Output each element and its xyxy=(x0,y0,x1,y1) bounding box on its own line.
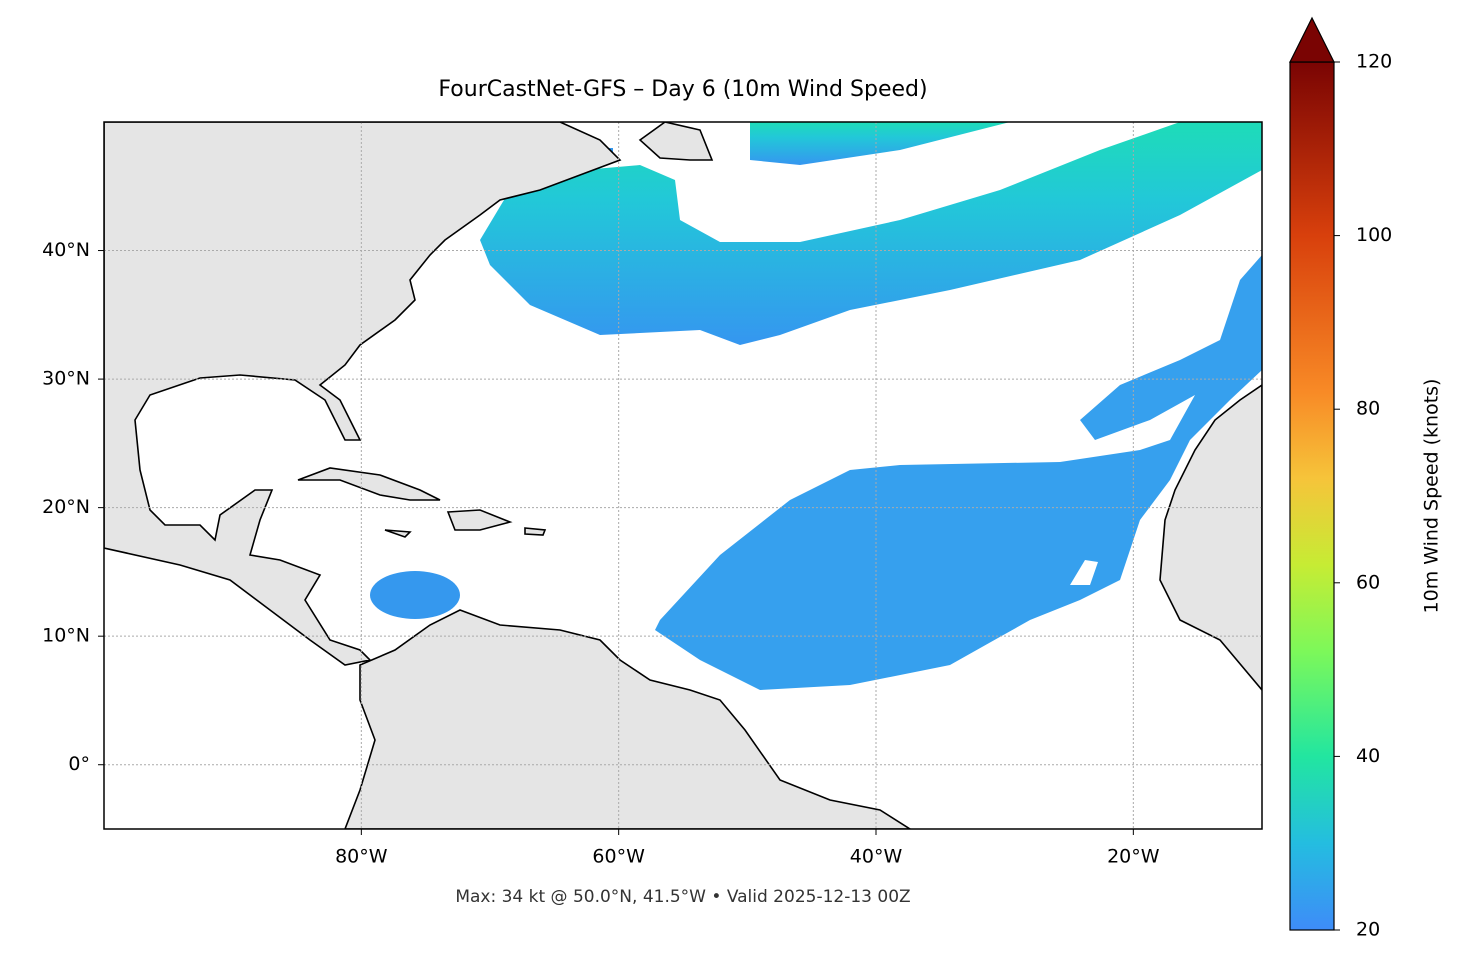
newfoundland xyxy=(638,122,714,161)
wind-field xyxy=(370,122,1262,690)
calm-pocket xyxy=(1070,560,1098,585)
y-tick-label: 40°N xyxy=(42,239,90,261)
x-tick-label: 20°W xyxy=(1107,846,1160,868)
x-tick-label: 80°W xyxy=(335,846,388,868)
africa xyxy=(1159,384,1262,692)
colorbar-label: 10m Wind Speed (knots) xyxy=(1421,379,1443,614)
axes-frame xyxy=(103,121,1263,830)
hispaniola xyxy=(446,509,513,531)
colorbar-tick-label: 60 xyxy=(1356,571,1380,593)
puerto-rico xyxy=(524,527,547,536)
graticule xyxy=(104,122,1262,829)
wind-region xyxy=(655,255,1262,690)
colorbar-tick-label: 120 xyxy=(1356,51,1392,73)
colorbar: 10m Wind Speed (knots) 20 40 60 80 100 120 xyxy=(1289,16,1443,941)
cuba xyxy=(297,467,441,501)
x-tick-label: 40°W xyxy=(850,846,903,868)
colorbar-tick-label: 80 xyxy=(1356,398,1380,420)
y-tick-label: 10°N xyxy=(42,625,90,647)
chart-title: FourCastNet-GFS – Day 6 (10m Wind Speed) xyxy=(438,77,927,102)
map-area xyxy=(103,121,1263,830)
south-america xyxy=(344,609,912,829)
wind-region xyxy=(370,571,460,619)
colorbar-tick-label: 20 xyxy=(1356,919,1380,941)
y-tick-label: 20°N xyxy=(42,496,90,518)
colorbar-extend xyxy=(1289,16,1335,63)
wind-region xyxy=(750,122,1010,165)
x-tick-label: 60°W xyxy=(592,846,645,868)
y-tick-label: 30°N xyxy=(42,368,90,390)
annotation: Max: 34 kt @ 50.0°N, 41.5°W • Valid 2025… xyxy=(455,887,910,907)
y-tick-label: 0° xyxy=(68,753,90,775)
wind-region xyxy=(480,122,1262,345)
colorbar-tick-label: 40 xyxy=(1356,745,1380,767)
colorbar-bar xyxy=(1289,61,1335,931)
colorbar-tick-label: 100 xyxy=(1356,224,1392,246)
jamaica xyxy=(384,529,412,538)
